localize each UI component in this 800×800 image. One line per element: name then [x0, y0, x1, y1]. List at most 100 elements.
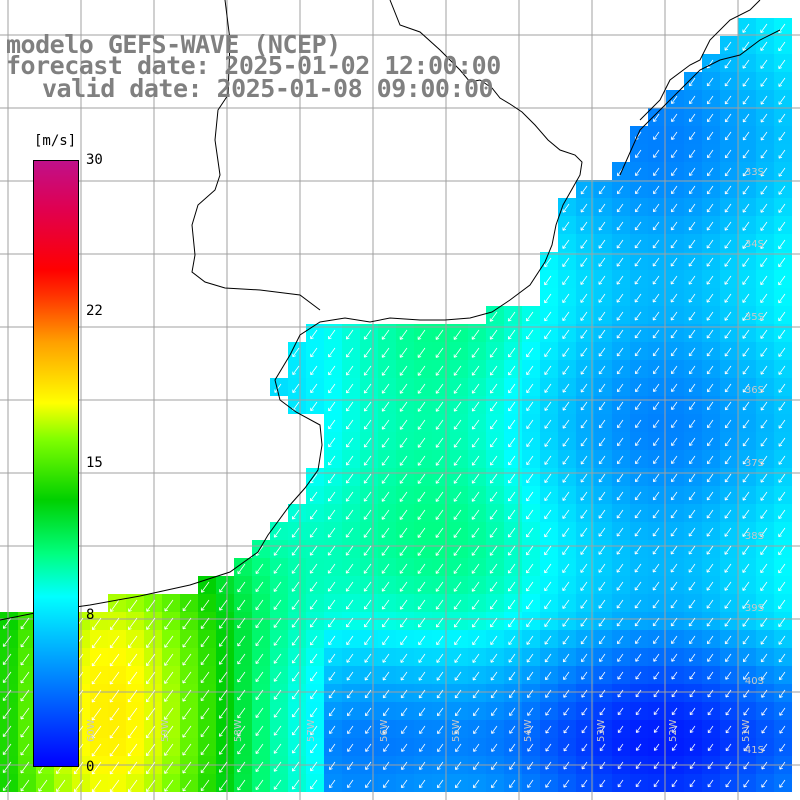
wind-arrow: [598, 473, 606, 483]
wind-arrow: [91, 779, 102, 793]
wind-arrow: [292, 761, 300, 772]
wind-arrow: [689, 167, 696, 177]
wind-arrow: [581, 707, 588, 716]
wind-arrow: [599, 725, 606, 734]
wind-arrow: [562, 293, 570, 304]
wind-arrow: [778, 329, 786, 340]
wind-arrow: [742, 455, 750, 465]
wind-arrow: [562, 275, 570, 286]
wind-arrow: [617, 725, 624, 734]
wind-arrow: [760, 617, 768, 627]
wind-arrow: [544, 455, 552, 465]
wind-arrow: [725, 779, 732, 788]
wind-arrow: [581, 779, 588, 788]
wind-arrow: [724, 329, 732, 339]
wind-arrow: [724, 347, 732, 357]
wind-arrow: [634, 311, 642, 321]
wind-arrow: [327, 545, 336, 556]
wind-arrow: [742, 437, 750, 447]
wind-arrow: [778, 383, 786, 393]
wind-arrow: [707, 113, 714, 123]
wind-arrow: [382, 689, 390, 699]
wind-arrow: [617, 185, 624, 195]
wind-arrow: [616, 329, 624, 339]
wind-arrow: [778, 41, 786, 52]
wind-arrow: [778, 437, 786, 447]
wind-arrow: [20, 635, 30, 648]
wind-arrow: [580, 563, 588, 573]
wind-arrow: [418, 689, 426, 699]
wind-arrow: [707, 653, 714, 662]
wind-arrow: [471, 365, 480, 376]
wind-arrow: [779, 743, 786, 752]
wind-arrow: [2, 779, 12, 791]
wind-arrow: [562, 311, 570, 322]
wind-arrow: [491, 743, 498, 752]
wind-arrow: [598, 185, 606, 195]
wind-arrow: [724, 311, 732, 321]
wind-arrow: [471, 437, 480, 448]
wind-arrow: [778, 527, 786, 538]
wind-arrow: [616, 347, 624, 357]
wind-arrow: [617, 653, 624, 662]
wind-arrow: [489, 527, 498, 538]
wind-arrow: [417, 491, 426, 502]
wind-arrow: [127, 779, 138, 793]
wind-arrow: [742, 203, 750, 213]
wind-arrow: [417, 509, 426, 520]
wind-arrow: [164, 671, 174, 684]
wind-arrow: [671, 149, 678, 158]
wind-arrow: [292, 725, 300, 736]
wind-arrow: [616, 311, 624, 321]
wind-arrow: [544, 581, 552, 592]
wind-arrow: [508, 599, 516, 610]
wind-arrow: [399, 365, 408, 376]
wind-arrow: [688, 239, 696, 249]
wind-arrow: [545, 707, 552, 716]
wind-arrow: [508, 653, 516, 663]
wind-arrow: [363, 581, 372, 592]
wind-arrow: [127, 707, 138, 721]
wind-arrow: [689, 671, 696, 680]
wind-arrow: [562, 527, 570, 538]
wind-arrow: [291, 617, 300, 628]
wind-arrow: [724, 113, 732, 123]
wind-arrow: [598, 311, 606, 321]
wind-arrow: [742, 167, 750, 177]
wind-arrow: [580, 401, 588, 411]
wind-arrow: [328, 635, 336, 646]
lon-label-58w: 58W: [233, 719, 244, 742]
wind-arrow: [453, 473, 462, 484]
wind-arrow: [237, 653, 246, 665]
wind-arrow: [92, 617, 102, 631]
colorbar: [33, 160, 79, 767]
wind-arrow: [526, 653, 534, 663]
wind-arrow: [381, 347, 390, 358]
wind-arrow: [527, 725, 534, 734]
wind-arrow: [507, 527, 516, 538]
wind-arrow: [471, 545, 480, 556]
wind-arrow: [345, 509, 354, 520]
border-line: [224, 0, 231, 96]
wind-arrow: [689, 743, 696, 751]
wind-arrow: [310, 761, 318, 772]
wind-arrow: [580, 455, 588, 465]
wind-arrow: [635, 743, 642, 751]
wind-arrow: [562, 563, 570, 574]
wind-arrow: [455, 707, 462, 717]
wind-arrow: [329, 761, 336, 771]
wind-arrow: [670, 239, 678, 249]
wind-arrow: [417, 419, 426, 430]
wind-arrow: [455, 725, 462, 734]
wind-arrow: [200, 617, 210, 630]
wind-arrow: [778, 149, 786, 159]
wind-arrow: [472, 635, 480, 646]
wind-arrow: [742, 419, 750, 429]
wind-arrow: [742, 599, 750, 609]
wind-arrow: [182, 653, 192, 666]
wind-arrow: [292, 671, 300, 682]
wind-arrow: [670, 491, 678, 501]
wind-arrow: [598, 509, 606, 519]
wind-arrow: [146, 653, 156, 667]
